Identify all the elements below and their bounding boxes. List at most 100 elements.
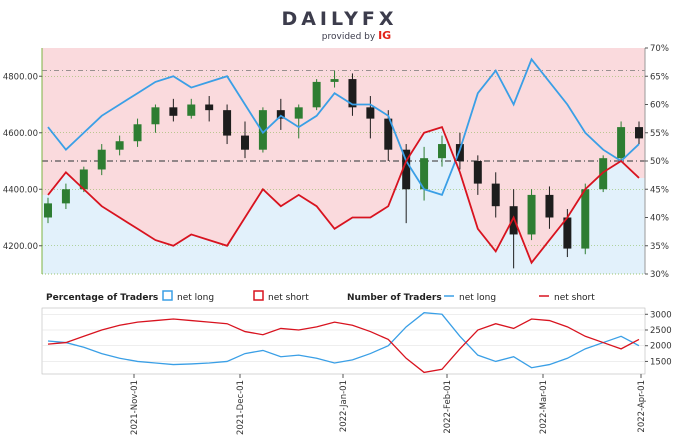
candle-body bbox=[366, 107, 375, 119]
candle-body bbox=[348, 79, 357, 108]
candle bbox=[617, 121, 626, 161]
date-tick-label: 2022-Feb-01 bbox=[443, 380, 453, 434]
legend-pct-short-swatch bbox=[253, 290, 264, 301]
candle-body bbox=[97, 149, 106, 170]
net-long-pct-line bbox=[47, 57, 640, 197]
candle bbox=[509, 189, 518, 269]
bottom-panel bbox=[41, 307, 646, 375]
candle bbox=[312, 79, 321, 111]
candle-body bbox=[187, 104, 196, 116]
provided-by-line: provided by IG bbox=[34, 30, 679, 43]
price-tick-label: 4200.00 bbox=[3, 242, 38, 252]
date-tick-label: 2022-Apr-01 bbox=[637, 380, 647, 433]
pct-tick-label: 50% bbox=[650, 157, 669, 167]
ig-logo: IG bbox=[378, 29, 392, 42]
candle-body bbox=[276, 110, 285, 119]
candle bbox=[402, 144, 411, 224]
candle-body bbox=[115, 141, 124, 150]
candle-body bbox=[491, 183, 500, 207]
candle-body bbox=[384, 118, 393, 150]
pct-tick-label: 60% bbox=[650, 101, 669, 111]
legend-number-label: Number of Traders bbox=[347, 293, 442, 303]
candle-body bbox=[545, 194, 554, 218]
candle-body bbox=[402, 149, 411, 190]
candle bbox=[241, 121, 249, 159]
top-panel bbox=[41, 48, 646, 275]
candle-body bbox=[599, 158, 608, 190]
candle-body bbox=[581, 189, 590, 249]
bottom-right-axis: 1500 2000 2500 3000 bbox=[645, 310, 672, 367]
candle bbox=[169, 98, 178, 122]
price-tick-label: 4800.00 bbox=[3, 72, 38, 82]
candle bbox=[635, 121, 643, 145]
candle-body bbox=[635, 127, 643, 139]
candle-body bbox=[617, 127, 626, 159]
candle-body bbox=[44, 203, 52, 218]
legend-pct-long-label: net long bbox=[177, 293, 214, 303]
candle bbox=[438, 135, 446, 167]
candle bbox=[115, 135, 124, 156]
bottom-panel-bg bbox=[41, 307, 646, 375]
candle bbox=[599, 155, 608, 193]
date-tick-label: 2021-Nov-01 bbox=[130, 380, 140, 435]
candle bbox=[223, 104, 232, 145]
candle-body bbox=[473, 161, 482, 184]
candle bbox=[491, 172, 500, 218]
candle bbox=[330, 70, 339, 88]
candle-body bbox=[223, 110, 232, 136]
price-tick-label: 4400.00 bbox=[3, 185, 38, 195]
long-area-fill bbox=[42, 127, 645, 274]
candle-body bbox=[509, 206, 518, 235]
candle-body bbox=[527, 194, 536, 235]
candle bbox=[133, 118, 142, 147]
pct-tick-label: 70% bbox=[650, 44, 669, 54]
candle-body bbox=[563, 217, 572, 249]
count-tick-label: 1500 bbox=[650, 357, 672, 367]
price-tick-label: 4600.00 bbox=[3, 129, 38, 139]
net-short-traders-line bbox=[47, 318, 640, 374]
candle bbox=[581, 183, 590, 255]
legend-num-short-label: net short bbox=[554, 293, 595, 303]
provided-by-text: provided by bbox=[321, 32, 376, 42]
candle-body bbox=[241, 135, 249, 150]
candle-body bbox=[312, 81, 321, 108]
candle bbox=[348, 73, 357, 116]
date-tick-label: 2021-Dec-01 bbox=[236, 380, 246, 435]
dailyfx-logo: DAILYFX bbox=[281, 8, 398, 30]
legend-num-long-label: net long bbox=[459, 293, 496, 303]
pct-tick-label: 30% bbox=[650, 270, 669, 280]
legend-percentage-label: Percentage of Traders bbox=[46, 293, 158, 303]
candle bbox=[473, 155, 482, 195]
candle-body bbox=[420, 158, 429, 190]
candle bbox=[545, 186, 554, 229]
pct-tick-label: 45% bbox=[650, 185, 669, 195]
legend-pct-short-label: net short bbox=[268, 293, 309, 303]
pct-tick-label: 65% bbox=[650, 72, 669, 82]
candle bbox=[187, 98, 196, 119]
date-tick-label: 2022-Mar-01 bbox=[539, 380, 549, 434]
legend-pct-long-swatch bbox=[162, 290, 173, 301]
count-tick-label: 2000 bbox=[650, 342, 672, 352]
candle bbox=[527, 189, 536, 241]
candle bbox=[366, 96, 375, 139]
pct-tick-label: 40% bbox=[650, 214, 669, 224]
bottom-date-axis: 2021-Nov-01 2021-Dec-01 2022-Jan-01 2022-Fe… bbox=[130, 374, 647, 435]
candle bbox=[205, 96, 214, 122]
candle bbox=[258, 107, 267, 153]
brand-header: DAILYFX provided by IG bbox=[0, 8, 679, 43]
top-right-axis: 30% 35% 40% 45% 50% 55% 60% 65% 70% bbox=[645, 44, 669, 280]
candle-body bbox=[438, 144, 446, 159]
candle-body bbox=[294, 107, 303, 119]
candle bbox=[276, 98, 285, 130]
candle-body bbox=[455, 144, 464, 161]
candle-body bbox=[133, 124, 142, 142]
count-tick-label: 2500 bbox=[650, 326, 672, 336]
legend: Percentage of Traders net long net short… bbox=[46, 290, 595, 303]
candle bbox=[61, 183, 70, 210]
candle bbox=[97, 144, 106, 176]
candle-body bbox=[79, 169, 88, 190]
net-short-pct-line bbox=[47, 125, 640, 265]
candle bbox=[151, 104, 160, 133]
